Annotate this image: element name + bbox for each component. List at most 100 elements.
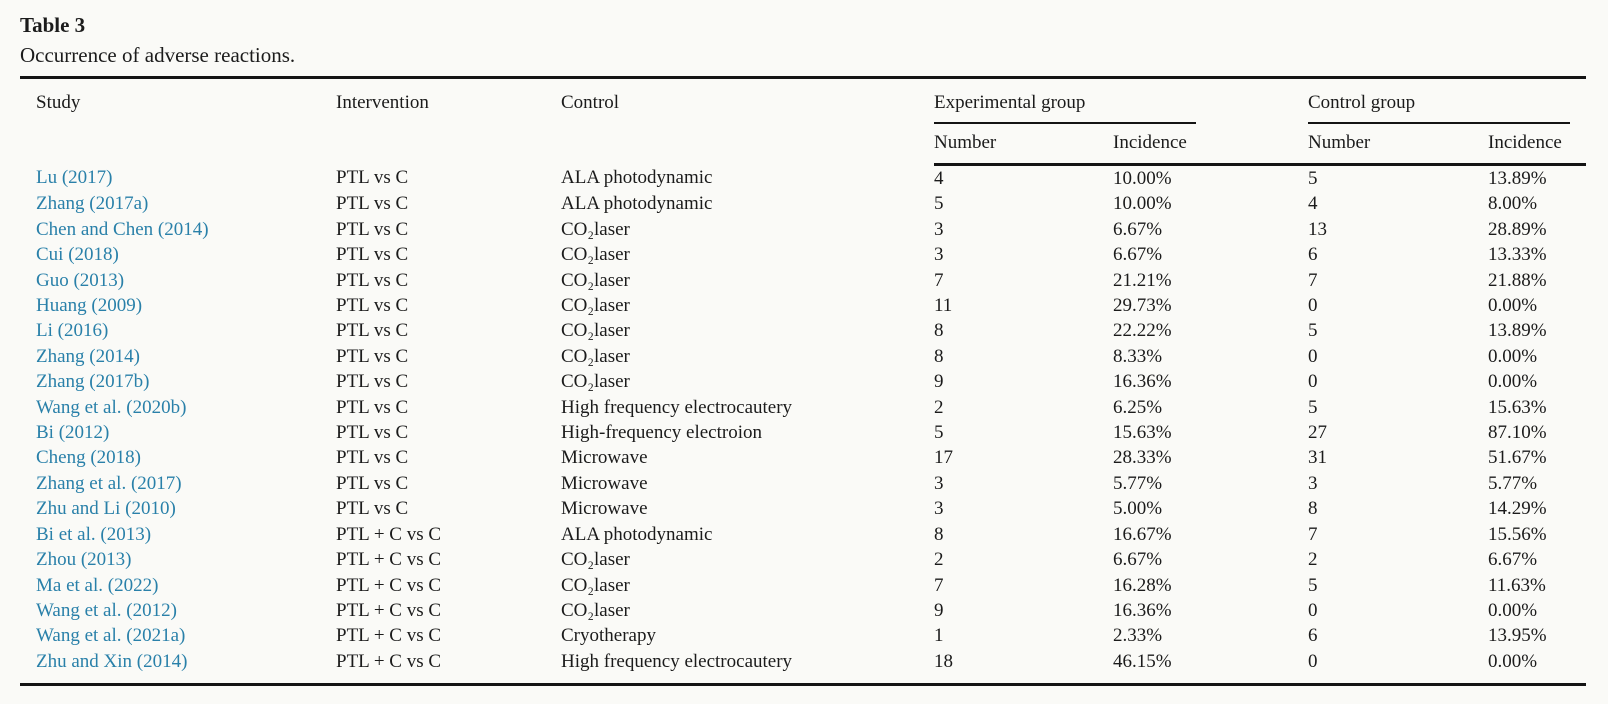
control-cell: CO₂laser	[561, 320, 630, 342]
control-incidence-cell: 8.00%	[1488, 193, 1538, 215]
experimental-number-cell: 3	[934, 498, 944, 520]
study-citation-link[interactable]: Zhang et al. (2017)	[36, 472, 182, 494]
experimental-number-cell: 3	[934, 218, 944, 240]
subheader-ctrl-number: Number	[1308, 124, 1488, 166]
experimental-incidence-cell: 15.63%	[1113, 422, 1172, 444]
intervention-cell: PTL + C vs C	[336, 574, 442, 596]
study-cell: Bi et al. (2013)	[20, 522, 336, 547]
control-incidence-cell: 5.77%	[1488, 472, 1538, 494]
control-cell: Microwave	[561, 447, 648, 469]
intervention-cell: PTL vs C	[336, 218, 409, 240]
control-incidence-cell: 14.29%	[1488, 498, 1547, 520]
experimental-number-cell: 18	[934, 650, 953, 672]
experimental-number-cell: 2	[934, 396, 944, 418]
intervention-cell: PTL vs C	[336, 193, 409, 215]
study-citation-link[interactable]: Wang et al. (2020b)	[36, 396, 187, 418]
control-cell: CO₂laser	[561, 218, 630, 240]
experimental-number-cell: 5	[934, 422, 944, 444]
experimental-number-cell: 7	[934, 574, 944, 596]
study-citation-link[interactable]: Lu (2017)	[36, 167, 113, 189]
intervention-cell: PTL + C vs C	[336, 599, 442, 621]
control-cell: ALA photodynamic	[561, 193, 713, 215]
control-incidence-cell: 13.95%	[1488, 625, 1547, 647]
table-row: Zhang (2017a) PTL vs C ALA photodynamic …	[20, 191, 1586, 216]
experimental-number-cell: 9	[934, 599, 944, 621]
study-citation-link[interactable]: Zhou (2013)	[36, 549, 132, 571]
control-cell: CO₂laser	[561, 549, 630, 571]
study-citation-link[interactable]: Chen and Chen (2014)	[36, 218, 209, 240]
experimental-incidence-cell: 46.15%	[1113, 650, 1172, 672]
subheader-exp-number: Number	[934, 124, 1113, 166]
table-caption-label: Table 3	[20, 13, 86, 37]
control-number-cell: 7	[1308, 523, 1318, 545]
experimental-incidence-cell: 6.67%	[1113, 244, 1163, 266]
control-cell: CO₂laser	[561, 574, 630, 596]
study-cell: Zhang (2017b)	[20, 369, 336, 394]
table-row: Cheng (2018) PTL vs C Microwave 17 28.33…	[20, 445, 1586, 470]
study-cell: Zhang (2014)	[20, 344, 336, 369]
study-citation-link[interactable]: Bi et al. (2013)	[36, 523, 152, 545]
table-row: Bi et al. (2013) PTL + C vs C ALA photod…	[20, 522, 1586, 547]
experimental-number-cell: 3	[934, 244, 944, 266]
study-citation-link[interactable]: Zhu and Xin (2014)	[36, 650, 188, 672]
control-incidence-cell: 0.00%	[1488, 599, 1538, 621]
study-citation-link[interactable]: Zhang (2014)	[36, 345, 140, 367]
study-citation-link[interactable]: Wang et al. (2021a)	[36, 625, 186, 647]
study-citation-link[interactable]: Zhu and Li (2010)	[36, 498, 176, 520]
control-incidence-cell: 21.88%	[1488, 269, 1547, 291]
experimental-incidence-cell: 6.67%	[1113, 549, 1163, 571]
study-cell: Bi (2012)	[20, 420, 336, 445]
study-citation-link[interactable]: Zhang (2017a)	[36, 193, 149, 215]
table-row: Ma et al. (2022) PTL + C vs C CO₂laser 7…	[20, 573, 1586, 598]
experimental-number-cell: 2	[934, 549, 944, 571]
experimental-incidence-cell: 6.67%	[1113, 218, 1163, 240]
control-cell: High frequency electrocautery	[561, 650, 793, 672]
experimental-incidence-cell: 5.00%	[1113, 498, 1163, 520]
experimental-number-cell: 1	[934, 625, 944, 647]
intervention-cell: PTL + C vs C	[336, 549, 442, 571]
table-row: Zhou (2013) PTL + C vs C CO₂laser 2 6.67…	[20, 547, 1586, 572]
study-citation-link[interactable]: Cui (2018)	[36, 244, 119, 266]
table-caption-description: Occurrence of adverse reactions.	[20, 43, 296, 67]
control-cell: Cryotherapy	[561, 625, 656, 647]
table-row: Wang et al. (2020b) PTL vs C High freque…	[20, 395, 1586, 420]
control-incidence-cell: 0.00%	[1488, 650, 1538, 672]
control-cell: High frequency electrocautery	[561, 396, 793, 418]
subheader-ctrl-incidence: Incidence	[1488, 124, 1587, 166]
table-row: Zhang et al. (2017) PTL vs C Microwave 3…	[20, 471, 1586, 496]
study-citation-link[interactable]: Huang (2009)	[36, 295, 143, 317]
subheader-exp-incidence: Incidence	[1113, 124, 1308, 166]
study-citation-link[interactable]: Wang et al. (2012)	[36, 599, 177, 621]
intervention-cell: PTL vs C	[336, 371, 409, 393]
experimental-incidence-cell: 8.33%	[1113, 345, 1163, 367]
control-number-cell: 8	[1308, 498, 1318, 520]
study-cell: Zhang (2017a)	[20, 191, 336, 216]
intervention-cell: PTL vs C	[336, 498, 409, 520]
experimental-incidence-cell: 10.00%	[1113, 193, 1172, 215]
control-number-cell: 5	[1308, 320, 1318, 342]
experimental-number-cell: 11	[934, 295, 953, 317]
study-cell: Lu (2017)	[20, 165, 336, 192]
control-incidence-cell: 28.89%	[1488, 218, 1547, 240]
control-number-cell: 0	[1308, 650, 1318, 672]
intervention-cell: PTL vs C	[336, 244, 409, 266]
table-row: Guo (2013) PTL vs C CO₂laser 7 21.21% 7 …	[20, 268, 1586, 293]
intervention-cell: PTL vs C	[336, 396, 409, 418]
experimental-number-cell: 8	[934, 345, 944, 367]
experimental-incidence-cell: 22.22%	[1113, 320, 1172, 342]
study-citation-link[interactable]: Guo (2013)	[36, 269, 125, 291]
control-number-cell: 6	[1308, 625, 1318, 647]
study-citation-link[interactable]: Zhang (2017b)	[36, 371, 150, 393]
study-cell: Wang et al. (2012)	[20, 598, 336, 623]
control-cell: CO₂laser	[561, 295, 630, 317]
intervention-cell: PTL vs C	[336, 472, 409, 494]
table-row: Chen and Chen (2014) PTL vs C CO₂laser 3…	[20, 217, 1586, 242]
study-citation-link[interactable]: Cheng (2018)	[36, 447, 142, 469]
column-header-study: Study	[36, 92, 81, 113]
study-citation-link[interactable]: Bi (2012)	[36, 422, 110, 444]
table-body: Lu (2017) PTL vs C ALA photodynamic 4 10…	[20, 165, 1586, 685]
study-citation-link[interactable]: Li (2016)	[36, 320, 109, 342]
intervention-cell: PTL vs C	[336, 422, 409, 444]
study-citation-link[interactable]: Ma et al. (2022)	[36, 574, 159, 596]
control-incidence-cell: 15.56%	[1488, 523, 1547, 545]
